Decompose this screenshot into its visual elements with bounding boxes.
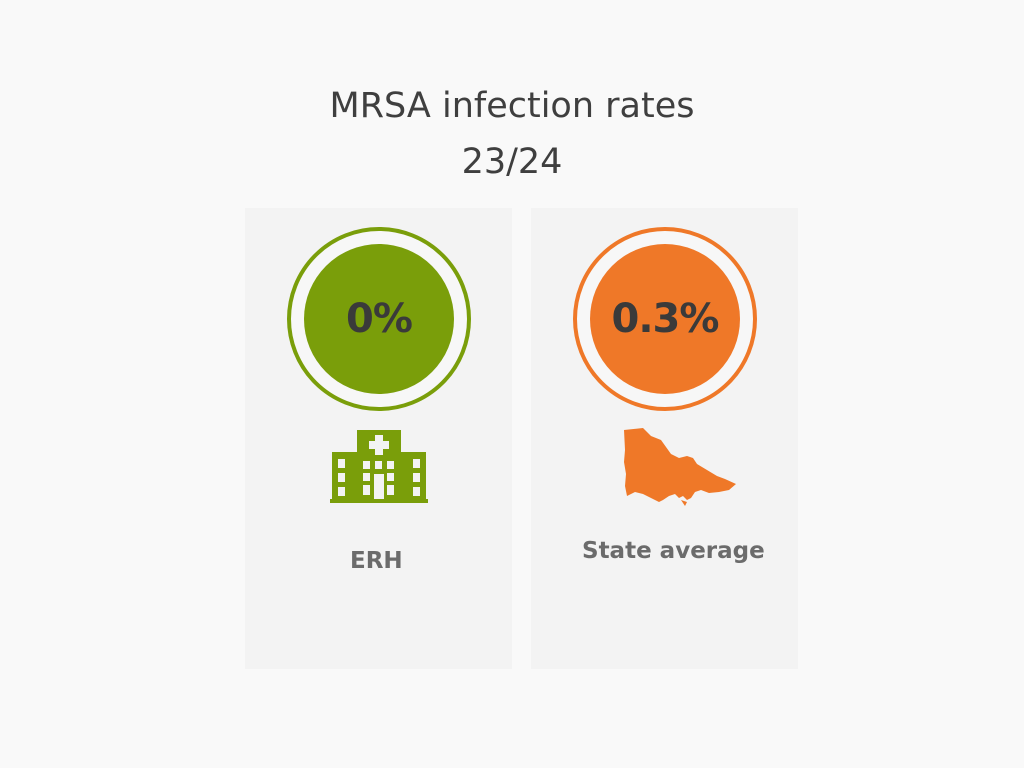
state-average-label: State average bbox=[582, 538, 765, 564]
erh-label: ERH bbox=[350, 548, 403, 574]
victoria-map-icon bbox=[624, 428, 736, 506]
title-line-2: 23/24 bbox=[461, 142, 563, 182]
state-rate-ring: 0.3% bbox=[573, 227, 757, 411]
erh-rate-ring: 0% bbox=[287, 227, 471, 411]
hospital-icon bbox=[330, 430, 428, 503]
state-rate-disc: 0.3% bbox=[590, 244, 740, 394]
page-title: MRSA infection rates 23/24 bbox=[0, 78, 1024, 190]
erh-rate-value: 0% bbox=[346, 296, 413, 342]
state-average-card: 0.3% State average bbox=[531, 208, 798, 669]
erh-card: 0% ERH bbox=[245, 208, 512, 669]
erh-rate-disc: 0% bbox=[304, 244, 454, 394]
state-rate-value: 0.3% bbox=[611, 296, 720, 342]
title-line-1: MRSA infection rates bbox=[329, 86, 695, 126]
